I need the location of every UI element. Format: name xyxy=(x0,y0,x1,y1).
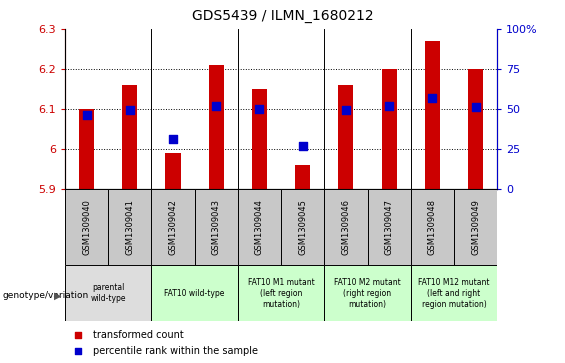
Bar xyxy=(324,189,368,265)
Bar xyxy=(238,189,281,265)
Bar xyxy=(338,85,354,189)
Bar xyxy=(252,89,267,189)
Bar xyxy=(65,189,108,265)
Bar xyxy=(468,69,483,189)
Text: parental
wild-type: parental wild-type xyxy=(90,283,126,303)
Text: transformed count: transformed count xyxy=(93,330,184,340)
Text: GSM1309041: GSM1309041 xyxy=(125,199,134,255)
Bar xyxy=(108,189,151,265)
Point xyxy=(385,103,394,109)
Text: GSM1309046: GSM1309046 xyxy=(341,199,350,255)
Bar xyxy=(411,265,497,321)
Point xyxy=(82,113,91,118)
Bar xyxy=(208,65,224,189)
Bar xyxy=(194,189,238,265)
Bar xyxy=(166,153,181,189)
Bar xyxy=(381,69,397,189)
Bar xyxy=(367,189,411,265)
Point xyxy=(255,106,264,112)
Text: percentile rank within the sample: percentile rank within the sample xyxy=(93,346,258,356)
Bar xyxy=(281,189,324,265)
Point xyxy=(471,105,480,110)
Text: GSM1309040: GSM1309040 xyxy=(82,199,91,255)
Point xyxy=(73,332,82,338)
Point xyxy=(212,103,221,109)
Bar xyxy=(454,189,497,265)
Text: FAT10 wild-type: FAT10 wild-type xyxy=(164,289,225,298)
Point xyxy=(298,143,307,148)
Text: GSM1309045: GSM1309045 xyxy=(298,199,307,255)
Point xyxy=(73,348,82,354)
Point xyxy=(341,107,350,113)
Text: GSM1309048: GSM1309048 xyxy=(428,199,437,255)
Text: FAT10 M2 mutant
(right region
mutation): FAT10 M2 mutant (right region mutation) xyxy=(334,278,401,309)
Text: GSM1309043: GSM1309043 xyxy=(212,199,221,255)
Text: genotype/variation: genotype/variation xyxy=(3,291,89,300)
Bar xyxy=(425,41,440,189)
Bar xyxy=(122,85,137,189)
Bar xyxy=(238,265,324,321)
Bar xyxy=(79,109,94,189)
Bar xyxy=(151,265,238,321)
Point xyxy=(125,107,134,113)
Text: GSM1309042: GSM1309042 xyxy=(168,199,177,255)
Bar xyxy=(151,189,194,265)
Bar xyxy=(324,265,411,321)
Bar xyxy=(411,189,454,265)
Point xyxy=(428,95,437,101)
Bar xyxy=(295,165,310,189)
Text: GSM1309049: GSM1309049 xyxy=(471,199,480,255)
Bar xyxy=(65,265,151,321)
Text: GSM1309047: GSM1309047 xyxy=(385,199,394,255)
Text: ▶: ▶ xyxy=(54,291,61,301)
Text: GDS5439 / ILMN_1680212: GDS5439 / ILMN_1680212 xyxy=(192,9,373,23)
Point xyxy=(168,136,177,142)
Text: FAT10 M12 mutant
(left and right
region mutation): FAT10 M12 mutant (left and right region … xyxy=(418,278,490,309)
Text: GSM1309044: GSM1309044 xyxy=(255,199,264,255)
Text: FAT10 M1 mutant
(left region
mutation): FAT10 M1 mutant (left region mutation) xyxy=(247,278,315,309)
